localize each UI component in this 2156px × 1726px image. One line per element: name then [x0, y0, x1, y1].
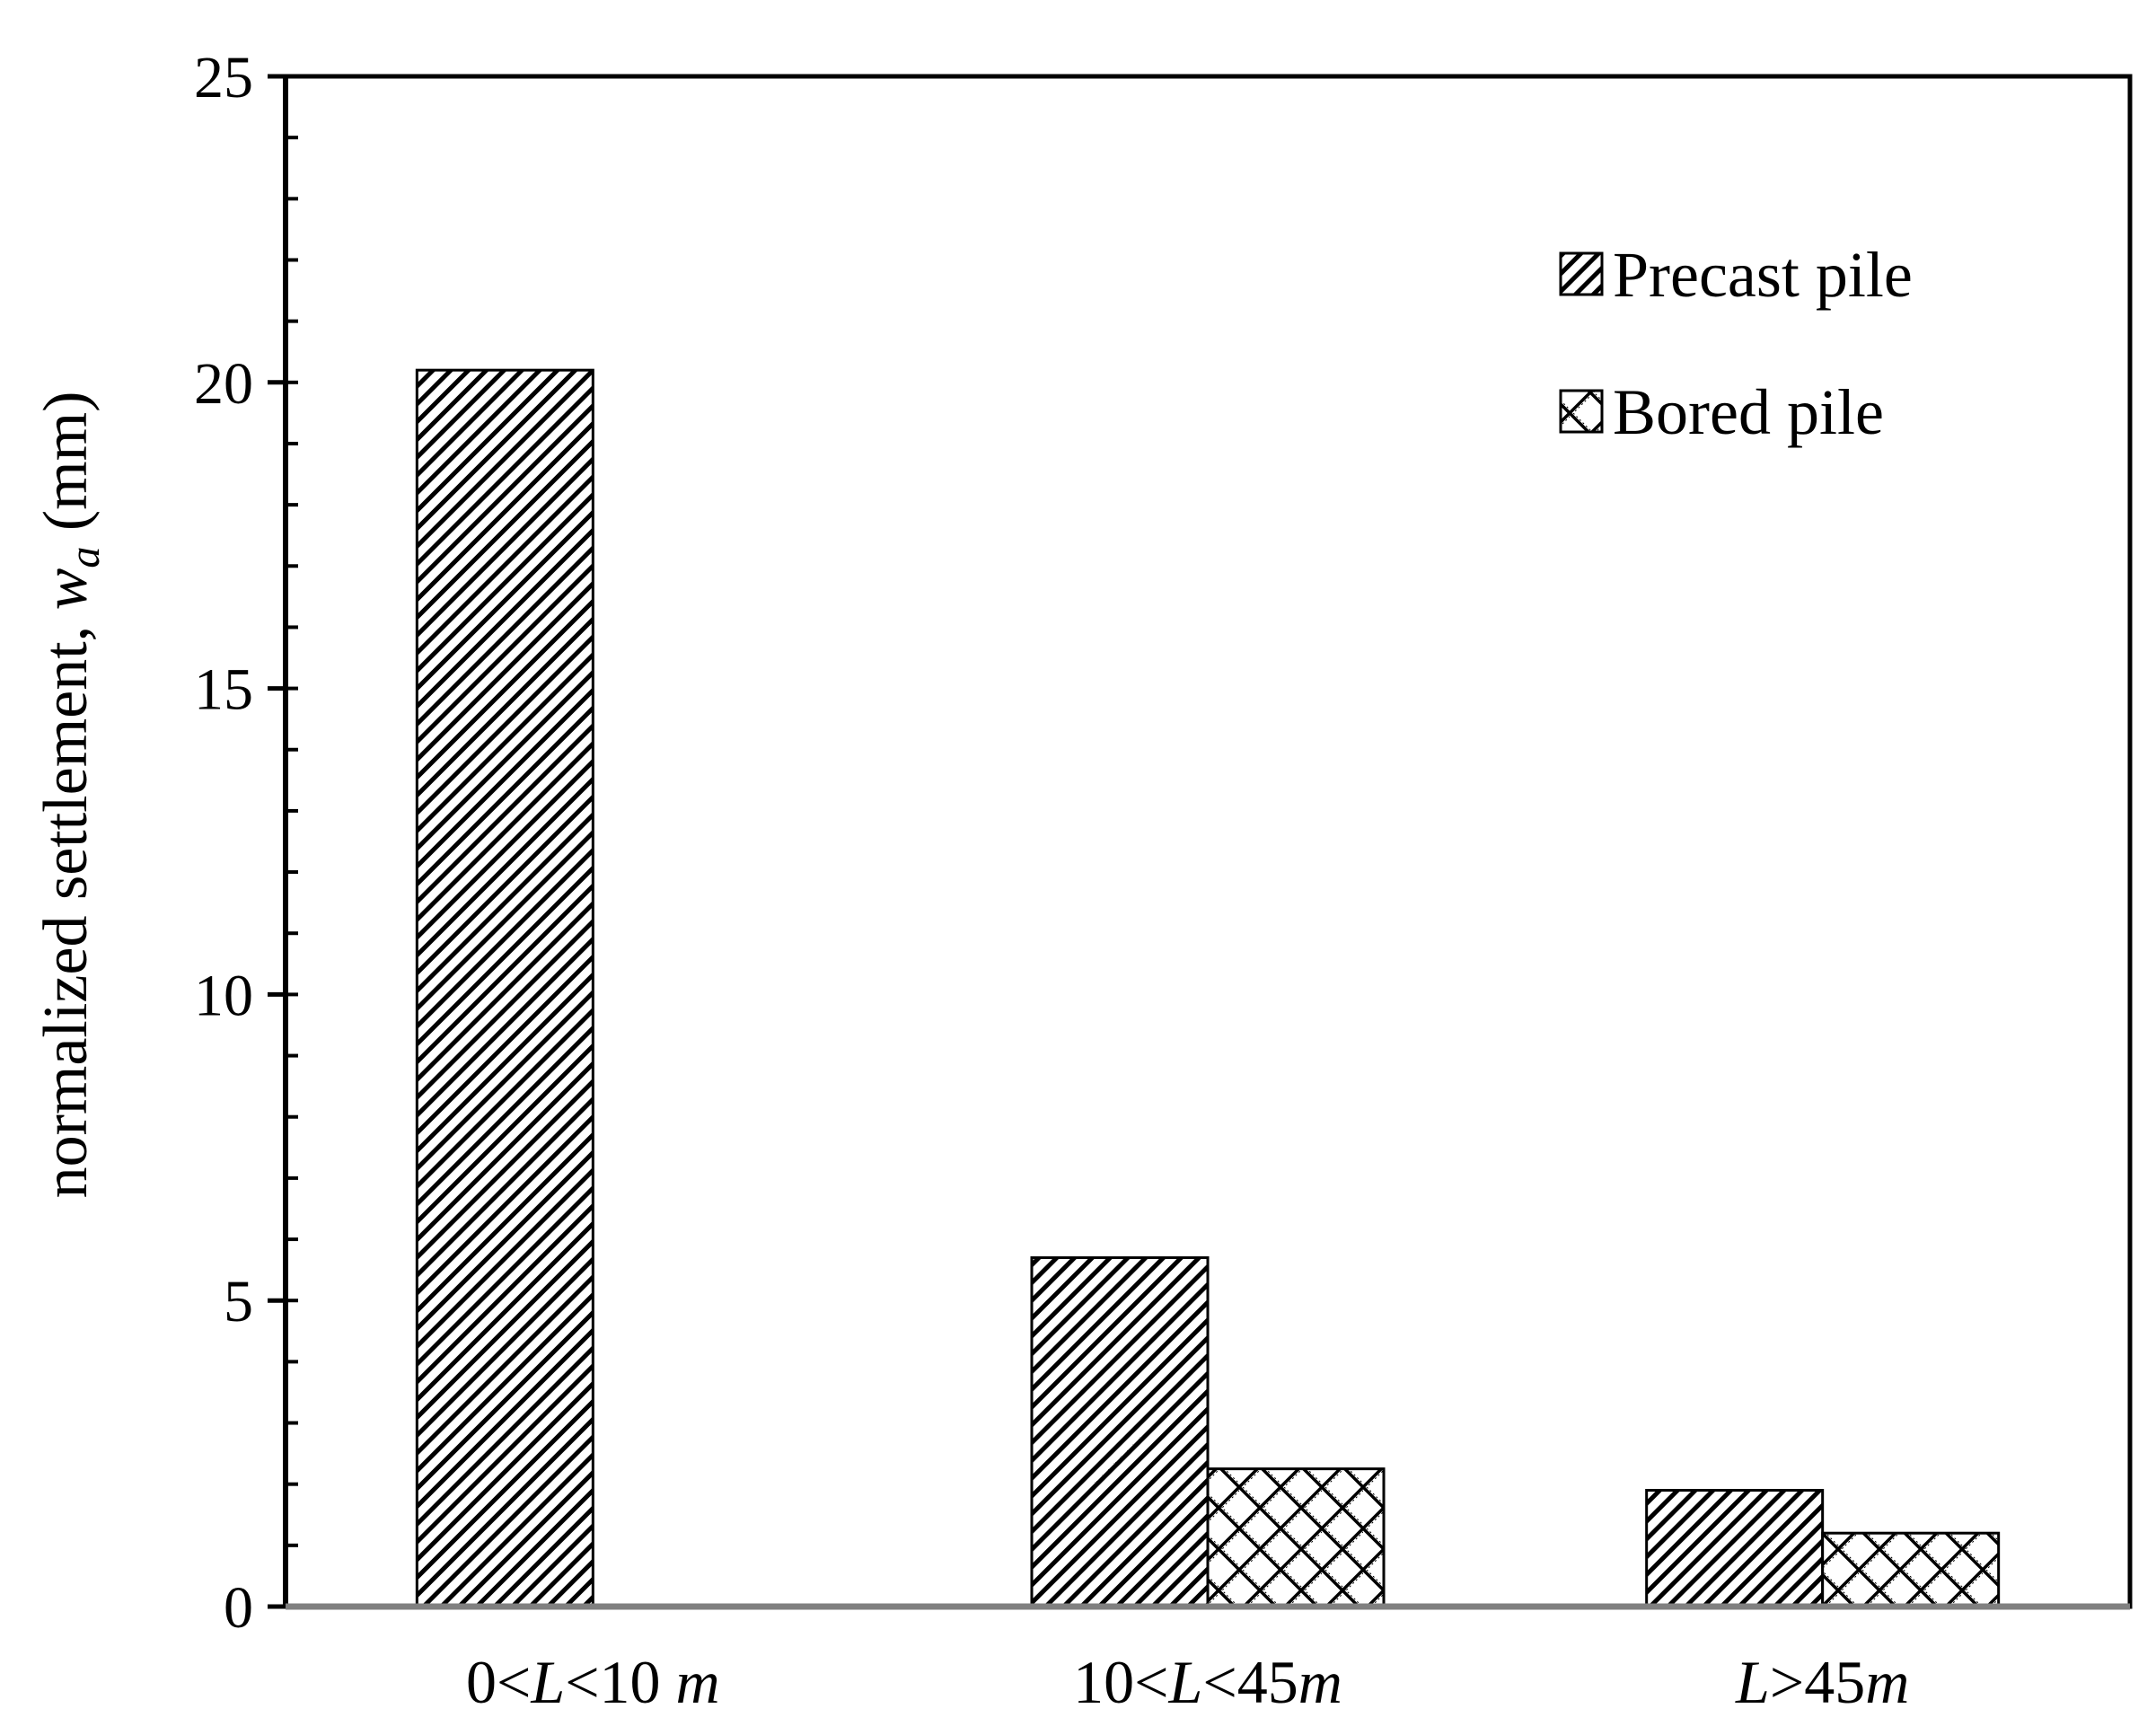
y-tick-label: 5	[224, 1269, 253, 1334]
legend-label-precast: Precast pile	[1613, 239, 1913, 311]
y-tick-label: 20	[194, 351, 253, 417]
x-category-label-part: L	[1168, 1648, 1203, 1716]
y-tick-label: 25	[194, 45, 253, 110]
x-category-label-part: L	[1735, 1648, 1770, 1716]
y-axis-title-sub: a	[61, 547, 109, 568]
legend: Precast pile Bored pile	[1559, 239, 1913, 448]
y-axis-title-prefix: normalized settlement,	[31, 610, 101, 1198]
x-category-label-part: m	[676, 1648, 720, 1716]
y-tick-label: 0	[224, 1575, 253, 1641]
bars	[415, 368, 2001, 1608]
y-axis-title-unit: (mm)	[31, 392, 101, 547]
x-category-label-part: m	[1298, 1648, 1342, 1716]
y-tick-label: 15	[194, 657, 253, 723]
x-category-label-part: <45	[1202, 1648, 1298, 1716]
x-category-label-part: m	[1865, 1648, 1909, 1716]
legend-swatch-bored	[1559, 389, 1604, 434]
y-tick-label: 10	[194, 963, 253, 1028]
bar-bored-1	[1206, 1467, 1386, 1608]
x-category-label-part: L	[530, 1648, 565, 1716]
x-category-label-part: 10<	[1073, 1648, 1168, 1716]
y-axis-title-var: w	[31, 568, 101, 610]
bar-precast-2	[1645, 1488, 1825, 1608]
y-axis: 0 5 10 15 20 25	[194, 45, 298, 1641]
x-category-label: 0<L<10 m	[466, 1648, 720, 1716]
bar-precast-1	[1030, 1255, 1210, 1608]
x-category-label: L>45m	[1735, 1648, 1909, 1716]
legend-swatch-precast	[1559, 251, 1604, 296]
bar-precast-0	[415, 368, 594, 1608]
bar-bored-2	[1821, 1531, 2001, 1608]
y-axis-title: normalized settlement, wa (mm)	[31, 392, 109, 1199]
x-axis: 0<L<10 m 10<L<45m L>45m	[286, 1603, 2130, 1716]
x-category-label-part: <10	[565, 1648, 675, 1716]
x-category-label: 10<L<45m	[1073, 1648, 1342, 1716]
legend-label-bored: Bored pile	[1613, 376, 1884, 448]
x-category-label-part: 0<	[466, 1648, 531, 1716]
x-category-label-part: >45	[1770, 1648, 1865, 1716]
